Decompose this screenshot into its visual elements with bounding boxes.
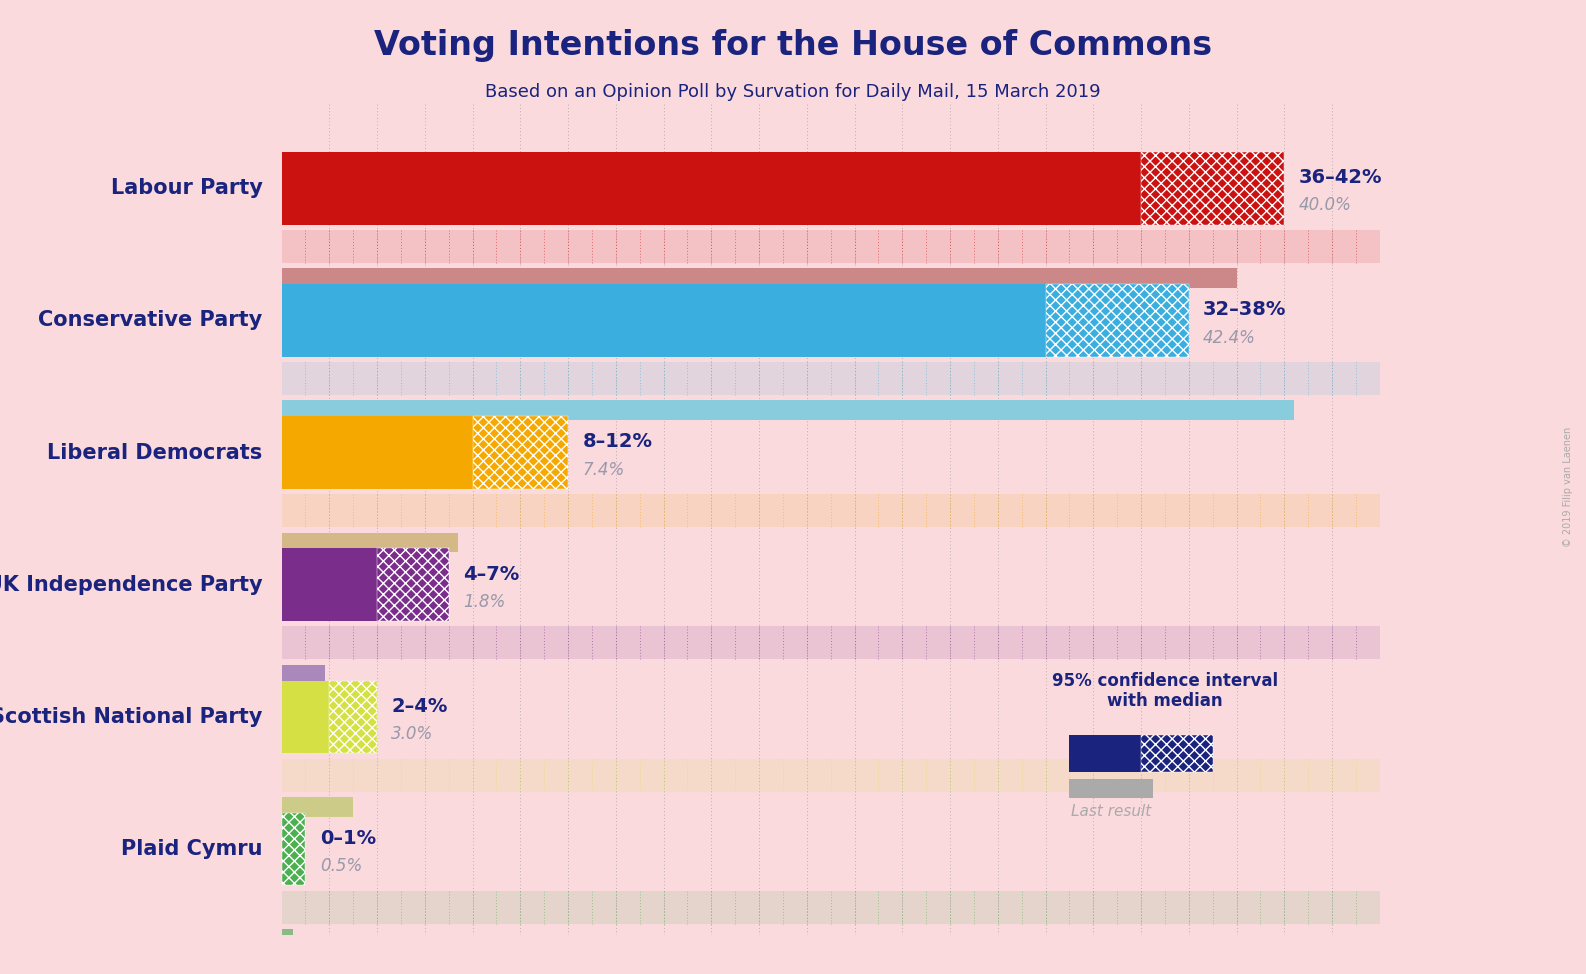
Bar xyxy=(473,416,568,489)
Bar xyxy=(282,681,330,753)
Text: 2–4%: 2–4% xyxy=(392,696,447,716)
Text: Plaid Cymru: Plaid Cymru xyxy=(121,840,262,859)
Bar xyxy=(282,362,1380,395)
Text: Labour Party: Labour Party xyxy=(111,178,262,198)
Text: 42.4%: 42.4% xyxy=(1204,328,1256,347)
Text: 36–42%: 36–42% xyxy=(1299,169,1381,187)
Text: Based on an Opinion Poll by Survation for Daily Mail, 15 March 2019: Based on an Opinion Poll by Survation fo… xyxy=(485,83,1101,100)
Bar xyxy=(330,681,377,753)
Text: Last result: Last result xyxy=(1071,805,1151,819)
Bar xyxy=(282,416,473,489)
Bar xyxy=(282,152,1140,225)
Text: 4–7%: 4–7% xyxy=(463,565,519,583)
Text: © 2019 Filip van Laenen: © 2019 Filip van Laenen xyxy=(1564,427,1573,547)
Bar xyxy=(282,626,1380,659)
Bar xyxy=(282,548,377,621)
Text: Liberal Democrats: Liberal Democrats xyxy=(48,442,262,463)
Bar xyxy=(282,494,1380,527)
Text: 32–38%: 32–38% xyxy=(1204,300,1286,319)
Text: 95% confidence interval
with median: 95% confidence interval with median xyxy=(1052,671,1278,710)
Text: 0.5%: 0.5% xyxy=(320,857,362,876)
Bar xyxy=(282,812,306,885)
Bar xyxy=(282,268,1237,288)
Text: Voting Intentions for the House of Commons: Voting Intentions for the House of Commo… xyxy=(374,29,1212,62)
Text: Scottish National Party: Scottish National Party xyxy=(0,707,262,727)
Bar xyxy=(1140,152,1285,225)
Bar xyxy=(282,797,354,817)
Bar xyxy=(282,284,1045,356)
Bar xyxy=(282,929,293,949)
Text: 3.0%: 3.0% xyxy=(392,725,433,743)
Bar xyxy=(1069,735,1140,772)
Bar xyxy=(1045,284,1190,356)
Text: UK Independence Party: UK Independence Party xyxy=(0,575,262,595)
Bar xyxy=(1069,779,1153,798)
Bar xyxy=(282,664,325,685)
Bar xyxy=(282,400,1294,420)
Bar xyxy=(282,533,458,552)
Bar xyxy=(377,548,449,621)
Bar xyxy=(282,759,1380,792)
Bar xyxy=(1140,735,1213,772)
Text: 0–1%: 0–1% xyxy=(320,829,376,848)
Text: 7.4%: 7.4% xyxy=(582,461,625,479)
Bar xyxy=(282,891,1380,923)
Text: 1.8%: 1.8% xyxy=(463,593,506,611)
Text: 8–12%: 8–12% xyxy=(582,432,652,452)
Text: Conservative Party: Conservative Party xyxy=(38,311,262,330)
Bar xyxy=(282,230,1380,263)
Text: 40.0%: 40.0% xyxy=(1299,197,1351,214)
